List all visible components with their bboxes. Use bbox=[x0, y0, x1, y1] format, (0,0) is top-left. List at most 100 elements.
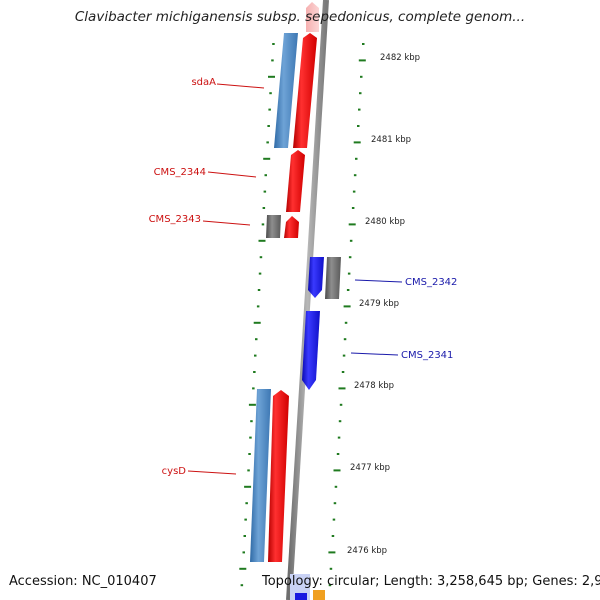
ruler-minor-tick bbox=[261, 223, 265, 226]
genome-title: Clavibacter michiganensis subsp. sepedon… bbox=[74, 9, 526, 25]
ruler-minor-tick bbox=[355, 157, 358, 160]
gene-label-leader bbox=[216, 83, 265, 89]
ruler-minor-tick bbox=[248, 453, 251, 455]
ruler-minor-tick bbox=[254, 354, 257, 357]
ruler-minor-tick bbox=[247, 469, 250, 472]
gene-arrow-top-faded bbox=[306, 2, 319, 32]
ruler-major-tick bbox=[244, 485, 252, 488]
ruler-minor-tick bbox=[339, 403, 343, 406]
ruler-minor-tick bbox=[343, 338, 347, 341]
gene-bar-cysD[interactable] bbox=[250, 389, 271, 562]
ruler-minor-tick bbox=[269, 92, 272, 95]
ruler-major-tick bbox=[253, 321, 261, 324]
ruler-minor-tick bbox=[242, 551, 245, 554]
gene-label-cysD[interactable]: cysD bbox=[162, 466, 187, 477]
ruler-minor-tick bbox=[268, 108, 271, 111]
ruler-label: 2476 kbp bbox=[347, 546, 387, 556]
gene-label-sdaA[interactable]: sdaA bbox=[191, 77, 216, 88]
ruler-minor-tick bbox=[333, 502, 337, 505]
ruler-minor-tick bbox=[337, 436, 341, 439]
gene-labels: sdaA CMS_2344 CMS_2343 CMS_2342 CMS_2341… bbox=[149, 77, 458, 477]
ruler-label: 2478 kbp bbox=[354, 381, 394, 391]
gene-arrow-sdaA[interactable] bbox=[293, 33, 317, 148]
gene-arrow-CMS_2344[interactable] bbox=[286, 150, 305, 212]
ruler-minor-tick bbox=[351, 207, 355, 209]
ruler-minor-tick bbox=[255, 338, 258, 341]
ruler-minor-tick bbox=[249, 436, 252, 439]
ruler-minor-tick bbox=[256, 305, 260, 308]
ruler-minor-tick bbox=[266, 141, 269, 144]
ruler-minor-tick bbox=[258, 272, 262, 275]
gene-label-CMS_2341[interactable]: CMS_2341 bbox=[401, 350, 453, 361]
ruler-minor-tick bbox=[352, 190, 356, 193]
ruler-minor-tick bbox=[347, 272, 351, 275]
gene-arrow-CMS_2343[interactable] bbox=[284, 216, 299, 238]
gene-arrow-cysD[interactable] bbox=[268, 390, 289, 562]
gene-label-CMS_2343[interactable]: CMS_2343 bbox=[149, 214, 201, 225]
ruler-minor-tick bbox=[328, 584, 332, 587]
ruler-major-tick bbox=[239, 567, 247, 570]
ruler-major-tick bbox=[338, 387, 346, 390]
ruler-major-tick bbox=[333, 469, 341, 472]
ruler-minor-tick bbox=[336, 453, 340, 455]
gene-arrow-CMS_2341[interactable] bbox=[302, 311, 320, 390]
genome-summary-text: Topology: circular; Length: 3,258,645 bp… bbox=[262, 574, 600, 589]
ruler-minor-tick bbox=[331, 535, 335, 537]
ruler-minor-tick bbox=[329, 567, 333, 570]
gene-features bbox=[250, 2, 341, 600]
gene-bar-sdaA[interactable] bbox=[274, 33, 298, 148]
ruler-minor-tick bbox=[264, 174, 267, 177]
ruler-major-tick bbox=[328, 551, 336, 554]
gene-label-leader bbox=[207, 171, 257, 178]
gene-bar-CMS_2343[interactable] bbox=[266, 215, 281, 238]
ruler-minor-tick bbox=[357, 125, 360, 127]
backbone-line bbox=[286, 0, 329, 600]
ruler-minor-tick bbox=[359, 92, 362, 95]
ruler-minor-tick bbox=[338, 420, 342, 423]
ruler-minor-tick bbox=[259, 256, 263, 259]
ruler-minor-tick bbox=[360, 75, 363, 78]
ruler-minor-tick bbox=[342, 354, 346, 357]
ruler-minor-tick bbox=[263, 190, 267, 193]
gene-label-leader bbox=[354, 279, 403, 283]
gene-bar-CMS_2342[interactable] bbox=[325, 257, 341, 299]
ruler-label: 2480 kbp bbox=[365, 217, 405, 227]
gene-label-leader bbox=[187, 470, 237, 475]
ruler-minor-tick bbox=[353, 174, 357, 177]
ruler-minor-tick bbox=[244, 518, 247, 521]
ruler-minor-tick bbox=[240, 584, 244, 587]
ruler-minor-tick bbox=[253, 371, 256, 373]
ruler-label: 2482 kbp bbox=[380, 53, 420, 63]
gene-block-bottom-orange bbox=[313, 590, 325, 600]
ruler-major-tick bbox=[268, 75, 275, 78]
ruler-major-tick bbox=[353, 141, 361, 144]
ruler-minor-tick bbox=[250, 420, 253, 423]
ruler-minor-tick bbox=[252, 387, 255, 390]
ruler-minor-tick bbox=[257, 289, 261, 291]
ruler-minor-tick bbox=[362, 43, 365, 45]
ruler-minor-tick bbox=[348, 256, 352, 259]
ruler-minor-tick bbox=[358, 108, 361, 111]
ruler-minor-tick bbox=[271, 59, 274, 62]
gene-label-leader bbox=[202, 220, 251, 226]
ruler-minor-tick bbox=[262, 207, 266, 209]
ruler-ticks bbox=[239, 43, 366, 587]
gene-block-bottom-blue bbox=[295, 593, 307, 600]
ruler-minor-tick bbox=[272, 43, 275, 45]
ruler-labels: 2482 kbp 2481 kbp 2480 kbp 2479 kbp 2478… bbox=[347, 53, 420, 556]
ruler-label: 2481 kbp bbox=[371, 135, 411, 145]
ruler-major-tick bbox=[343, 305, 351, 308]
ruler-minor-tick bbox=[334, 485, 338, 488]
ruler-minor-tick bbox=[245, 502, 248, 505]
ruler-minor-tick bbox=[243, 535, 246, 537]
ruler-major-tick bbox=[348, 223, 356, 226]
gene-label-CMS_2344[interactable]: CMS_2344 bbox=[154, 167, 206, 178]
ruler-major-tick bbox=[358, 59, 366, 62]
gene-label-CMS_2342[interactable]: CMS_2342 bbox=[405, 277, 457, 288]
ruler-minor-tick bbox=[344, 321, 348, 324]
ruler-label: 2477 kbp bbox=[350, 463, 390, 473]
accession-text: Accession: NC_010407 bbox=[9, 574, 157, 589]
gene-arrow-CMS_2342[interactable] bbox=[308, 257, 324, 298]
ruler-minor-tick bbox=[349, 239, 353, 242]
